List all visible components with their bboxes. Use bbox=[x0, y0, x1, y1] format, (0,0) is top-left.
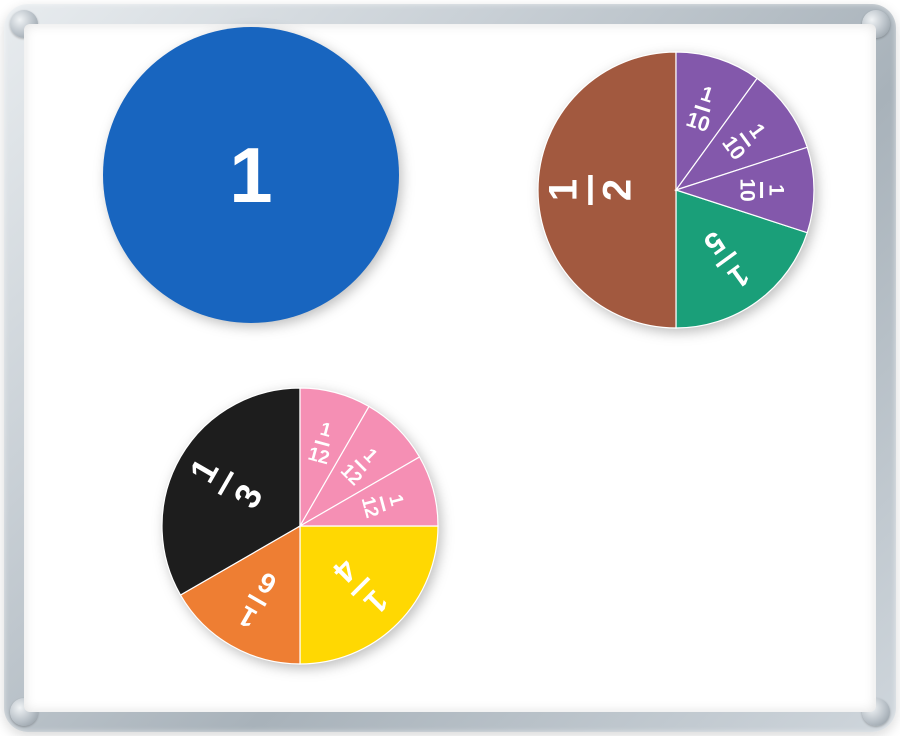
fraction-denominator: 10 bbox=[736, 178, 759, 201]
fraction-label: 12 bbox=[541, 175, 639, 205]
fraction-numerator: 1 bbox=[765, 184, 788, 196]
fraction-denominator: 2 bbox=[595, 179, 639, 201]
fraction-circle-whole: 1 bbox=[93, 17, 409, 333]
fraction-label-whole: 1 bbox=[229, 131, 272, 219]
fraction-numerator: 1 bbox=[541, 179, 585, 201]
fraction-circle-thirds-quarters-etc: 141613112112112 bbox=[152, 378, 448, 674]
fraction-circle-halves-fifths-tenths: 1512110110110 bbox=[528, 42, 824, 338]
